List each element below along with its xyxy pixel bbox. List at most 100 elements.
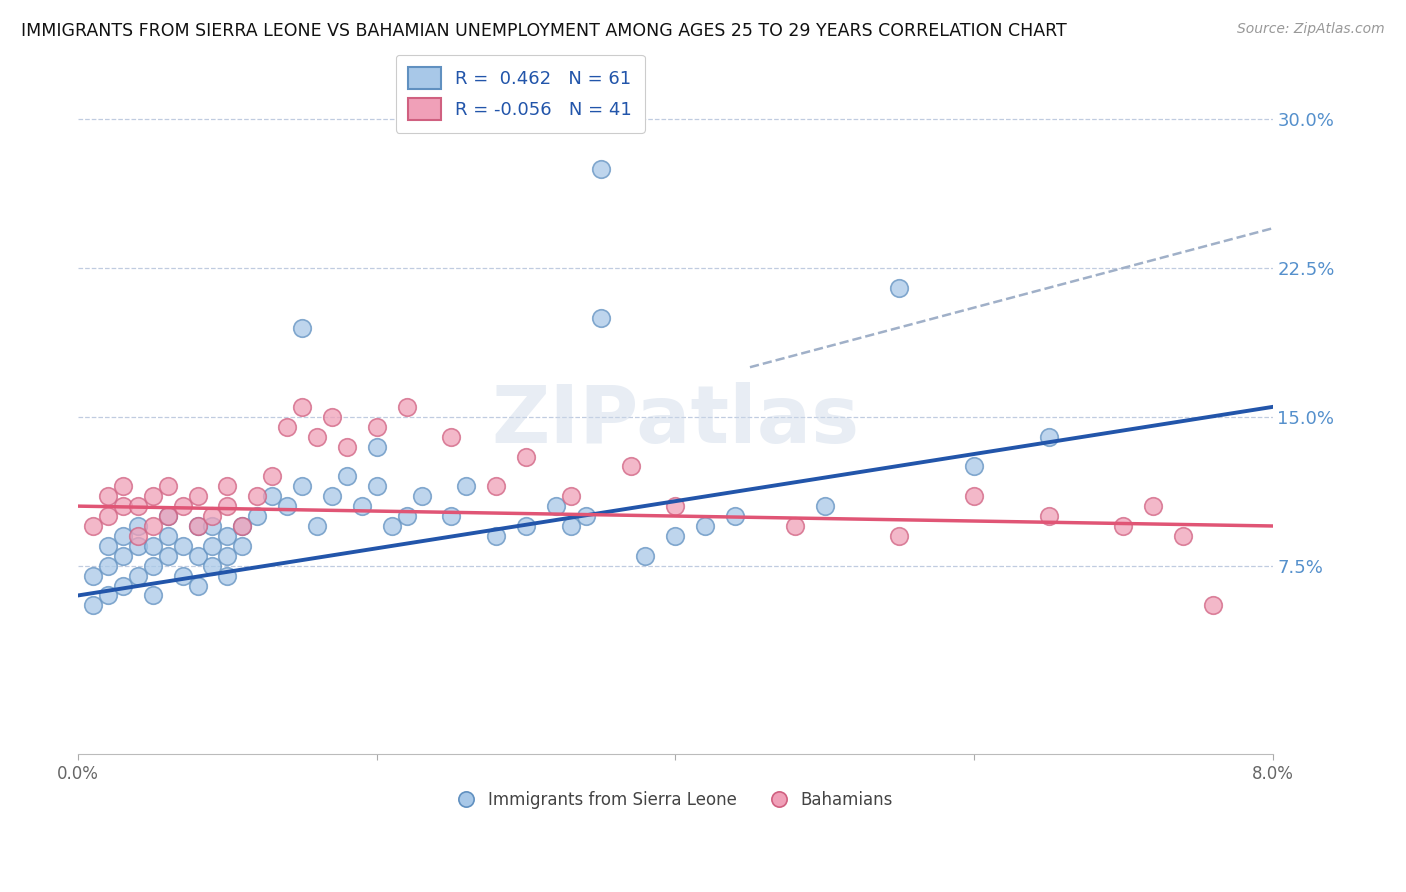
Point bbox=[411, 489, 433, 503]
Point bbox=[111, 479, 134, 493]
Point bbox=[1142, 499, 1164, 513]
Point bbox=[172, 539, 194, 553]
Point bbox=[156, 479, 179, 493]
Point bbox=[172, 568, 194, 582]
Point bbox=[82, 568, 104, 582]
Point bbox=[82, 519, 104, 533]
Point bbox=[97, 558, 120, 573]
Point bbox=[187, 578, 209, 592]
Point bbox=[575, 509, 598, 524]
Point bbox=[111, 549, 134, 563]
Point bbox=[111, 529, 134, 543]
Point bbox=[262, 489, 284, 503]
Point bbox=[321, 409, 343, 424]
Point bbox=[560, 519, 582, 533]
Point bbox=[97, 589, 120, 603]
Point bbox=[395, 400, 418, 414]
Point bbox=[350, 499, 373, 513]
Point bbox=[963, 459, 986, 474]
Point bbox=[381, 519, 404, 533]
Point bbox=[634, 549, 657, 563]
Legend: Immigrants from Sierra Leone, Bahamians: Immigrants from Sierra Leone, Bahamians bbox=[451, 784, 900, 815]
Point bbox=[291, 400, 314, 414]
Point bbox=[97, 509, 120, 524]
Point bbox=[1171, 529, 1194, 543]
Point bbox=[1112, 519, 1135, 533]
Point bbox=[889, 281, 911, 295]
Point bbox=[336, 440, 359, 454]
Point bbox=[201, 509, 224, 524]
Point bbox=[142, 519, 165, 533]
Point bbox=[814, 499, 837, 513]
Point bbox=[456, 479, 478, 493]
Point bbox=[515, 519, 537, 533]
Point bbox=[142, 539, 165, 553]
Point bbox=[172, 499, 194, 513]
Point bbox=[156, 509, 179, 524]
Point bbox=[366, 440, 388, 454]
Point bbox=[724, 509, 747, 524]
Point bbox=[217, 549, 239, 563]
Point bbox=[440, 509, 463, 524]
Point bbox=[589, 310, 612, 325]
Point bbox=[366, 419, 388, 434]
Text: ZIPatlas: ZIPatlas bbox=[491, 382, 859, 459]
Text: IMMIGRANTS FROM SIERRA LEONE VS BAHAMIAN UNEMPLOYMENT AMONG AGES 25 TO 29 YEARS : IMMIGRANTS FROM SIERRA LEONE VS BAHAMIAN… bbox=[21, 22, 1067, 40]
Point bbox=[201, 539, 224, 553]
Point bbox=[156, 549, 179, 563]
Point bbox=[485, 479, 508, 493]
Point bbox=[127, 499, 149, 513]
Point bbox=[97, 489, 120, 503]
Point bbox=[515, 450, 537, 464]
Point bbox=[142, 558, 165, 573]
Text: Source: ZipAtlas.com: Source: ZipAtlas.com bbox=[1237, 22, 1385, 37]
Point bbox=[97, 539, 120, 553]
Point bbox=[291, 320, 314, 334]
Point bbox=[231, 519, 253, 533]
Point bbox=[291, 479, 314, 493]
Point bbox=[156, 529, 179, 543]
Point bbox=[485, 529, 508, 543]
Point bbox=[276, 499, 298, 513]
Point bbox=[664, 499, 686, 513]
Point bbox=[217, 499, 239, 513]
Point bbox=[127, 568, 149, 582]
Point bbox=[262, 469, 284, 483]
Point bbox=[544, 499, 567, 513]
Point bbox=[664, 529, 686, 543]
Point bbox=[440, 430, 463, 444]
Point bbox=[127, 519, 149, 533]
Point bbox=[82, 599, 104, 613]
Point bbox=[305, 519, 328, 533]
Point bbox=[305, 430, 328, 444]
Point bbox=[142, 589, 165, 603]
Point bbox=[231, 519, 253, 533]
Point bbox=[111, 499, 134, 513]
Point bbox=[695, 519, 717, 533]
Point bbox=[1038, 430, 1060, 444]
Point bbox=[187, 519, 209, 533]
Point bbox=[889, 529, 911, 543]
Point bbox=[127, 539, 149, 553]
Point bbox=[187, 549, 209, 563]
Point bbox=[217, 479, 239, 493]
Point bbox=[336, 469, 359, 483]
Point bbox=[395, 509, 418, 524]
Point bbox=[127, 529, 149, 543]
Point bbox=[366, 479, 388, 493]
Point bbox=[560, 489, 582, 503]
Point bbox=[589, 161, 612, 176]
Point bbox=[276, 419, 298, 434]
Point bbox=[246, 509, 269, 524]
Point bbox=[201, 558, 224, 573]
Point bbox=[217, 568, 239, 582]
Point bbox=[217, 529, 239, 543]
Point bbox=[619, 459, 641, 474]
Point bbox=[156, 509, 179, 524]
Point bbox=[231, 539, 253, 553]
Point bbox=[142, 489, 165, 503]
Point bbox=[246, 489, 269, 503]
Point bbox=[783, 519, 806, 533]
Point bbox=[187, 489, 209, 503]
Point bbox=[321, 489, 343, 503]
